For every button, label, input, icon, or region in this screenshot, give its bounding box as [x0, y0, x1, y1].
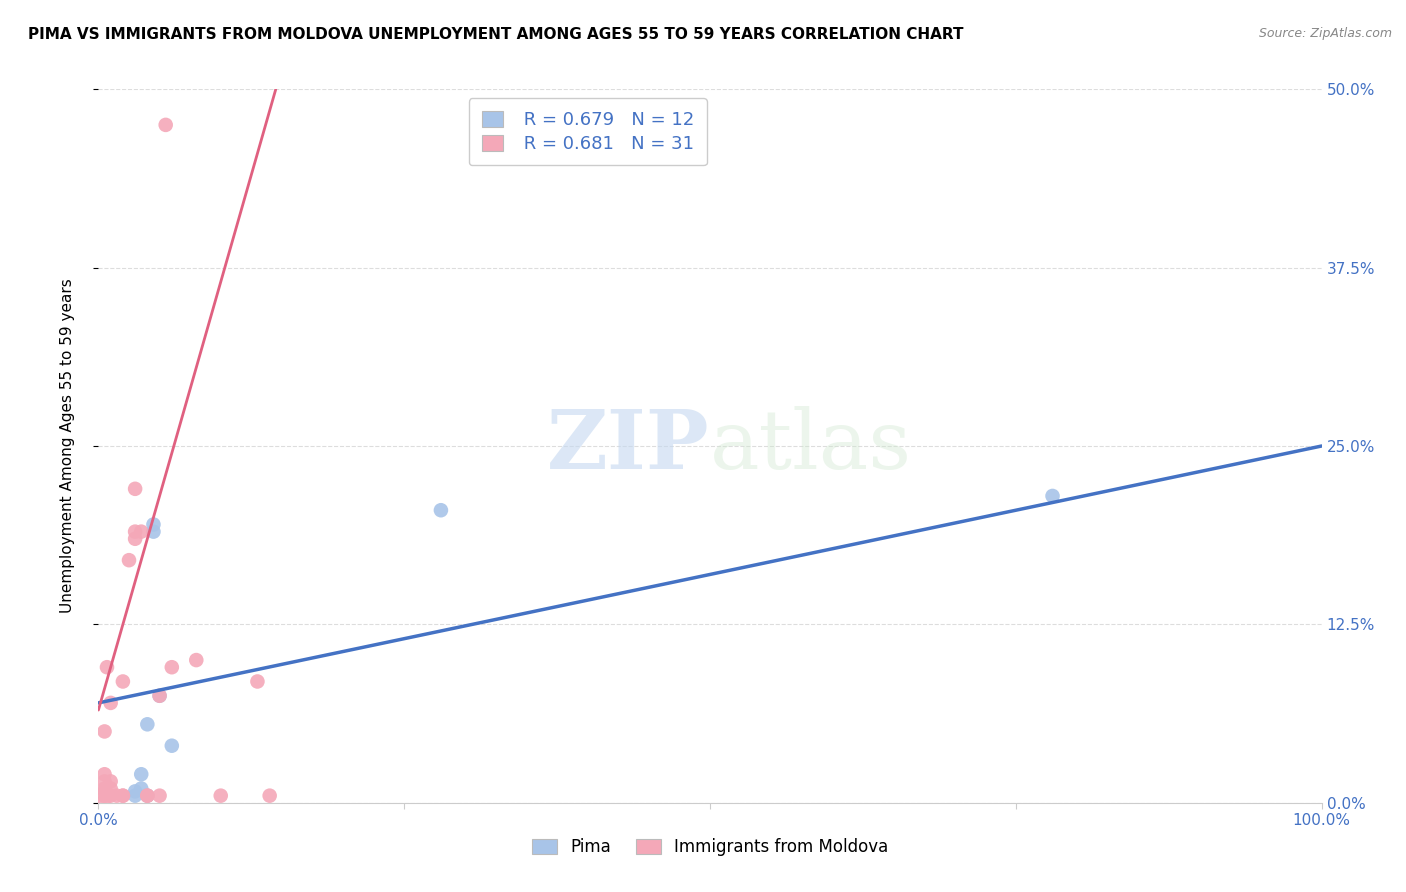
Point	[111, 789, 134, 803]
Y-axis label: Unemployment Among Ages 55 to 59 years: Unemployment Among Ages 55 to 59 years	[60, 278, 75, 614]
Point	[93, 774, 115, 789]
Point	[93, 789, 115, 803]
Point	[96, 660, 118, 674]
Legend: Pima, Immigrants from Moldova: Pima, Immigrants from Moldova	[522, 828, 898, 866]
Point	[155, 118, 177, 132]
Point	[142, 524, 165, 539]
Point	[149, 789, 172, 803]
Text: atlas: atlas	[710, 406, 912, 486]
Point	[100, 774, 122, 789]
Point	[136, 717, 159, 731]
Text: ZIP: ZIP	[547, 406, 710, 486]
Point	[100, 781, 122, 796]
Point	[93, 781, 115, 796]
Point	[124, 524, 146, 539]
Point	[129, 767, 152, 781]
Point	[430, 503, 453, 517]
Point	[93, 724, 115, 739]
Point	[136, 789, 159, 803]
Point	[111, 789, 134, 803]
Point	[142, 517, 165, 532]
Point	[93, 793, 115, 807]
Point	[149, 689, 172, 703]
Point	[209, 789, 232, 803]
Point	[136, 789, 159, 803]
Point	[259, 789, 281, 803]
Point	[100, 789, 122, 803]
Point	[160, 739, 183, 753]
Point	[124, 482, 146, 496]
Point	[105, 789, 128, 803]
Point	[118, 553, 141, 567]
Point	[111, 674, 134, 689]
Point	[1042, 489, 1064, 503]
Point	[129, 524, 152, 539]
Point	[124, 784, 146, 798]
Point	[136, 789, 159, 803]
Text: PIMA VS IMMIGRANTS FROM MOLDOVA UNEMPLOYMENT AMONG AGES 55 TO 59 YEARS CORRELATI: PIMA VS IMMIGRANTS FROM MOLDOVA UNEMPLOY…	[28, 27, 963, 42]
Text: Source: ZipAtlas.com: Source: ZipAtlas.com	[1258, 27, 1392, 40]
Point	[124, 789, 146, 803]
Point	[124, 532, 146, 546]
Point	[149, 689, 172, 703]
Point	[246, 674, 269, 689]
Point	[160, 660, 183, 674]
Point	[93, 784, 115, 798]
Point	[93, 767, 115, 781]
Point	[100, 696, 122, 710]
Point	[129, 781, 152, 796]
Point	[186, 653, 208, 667]
